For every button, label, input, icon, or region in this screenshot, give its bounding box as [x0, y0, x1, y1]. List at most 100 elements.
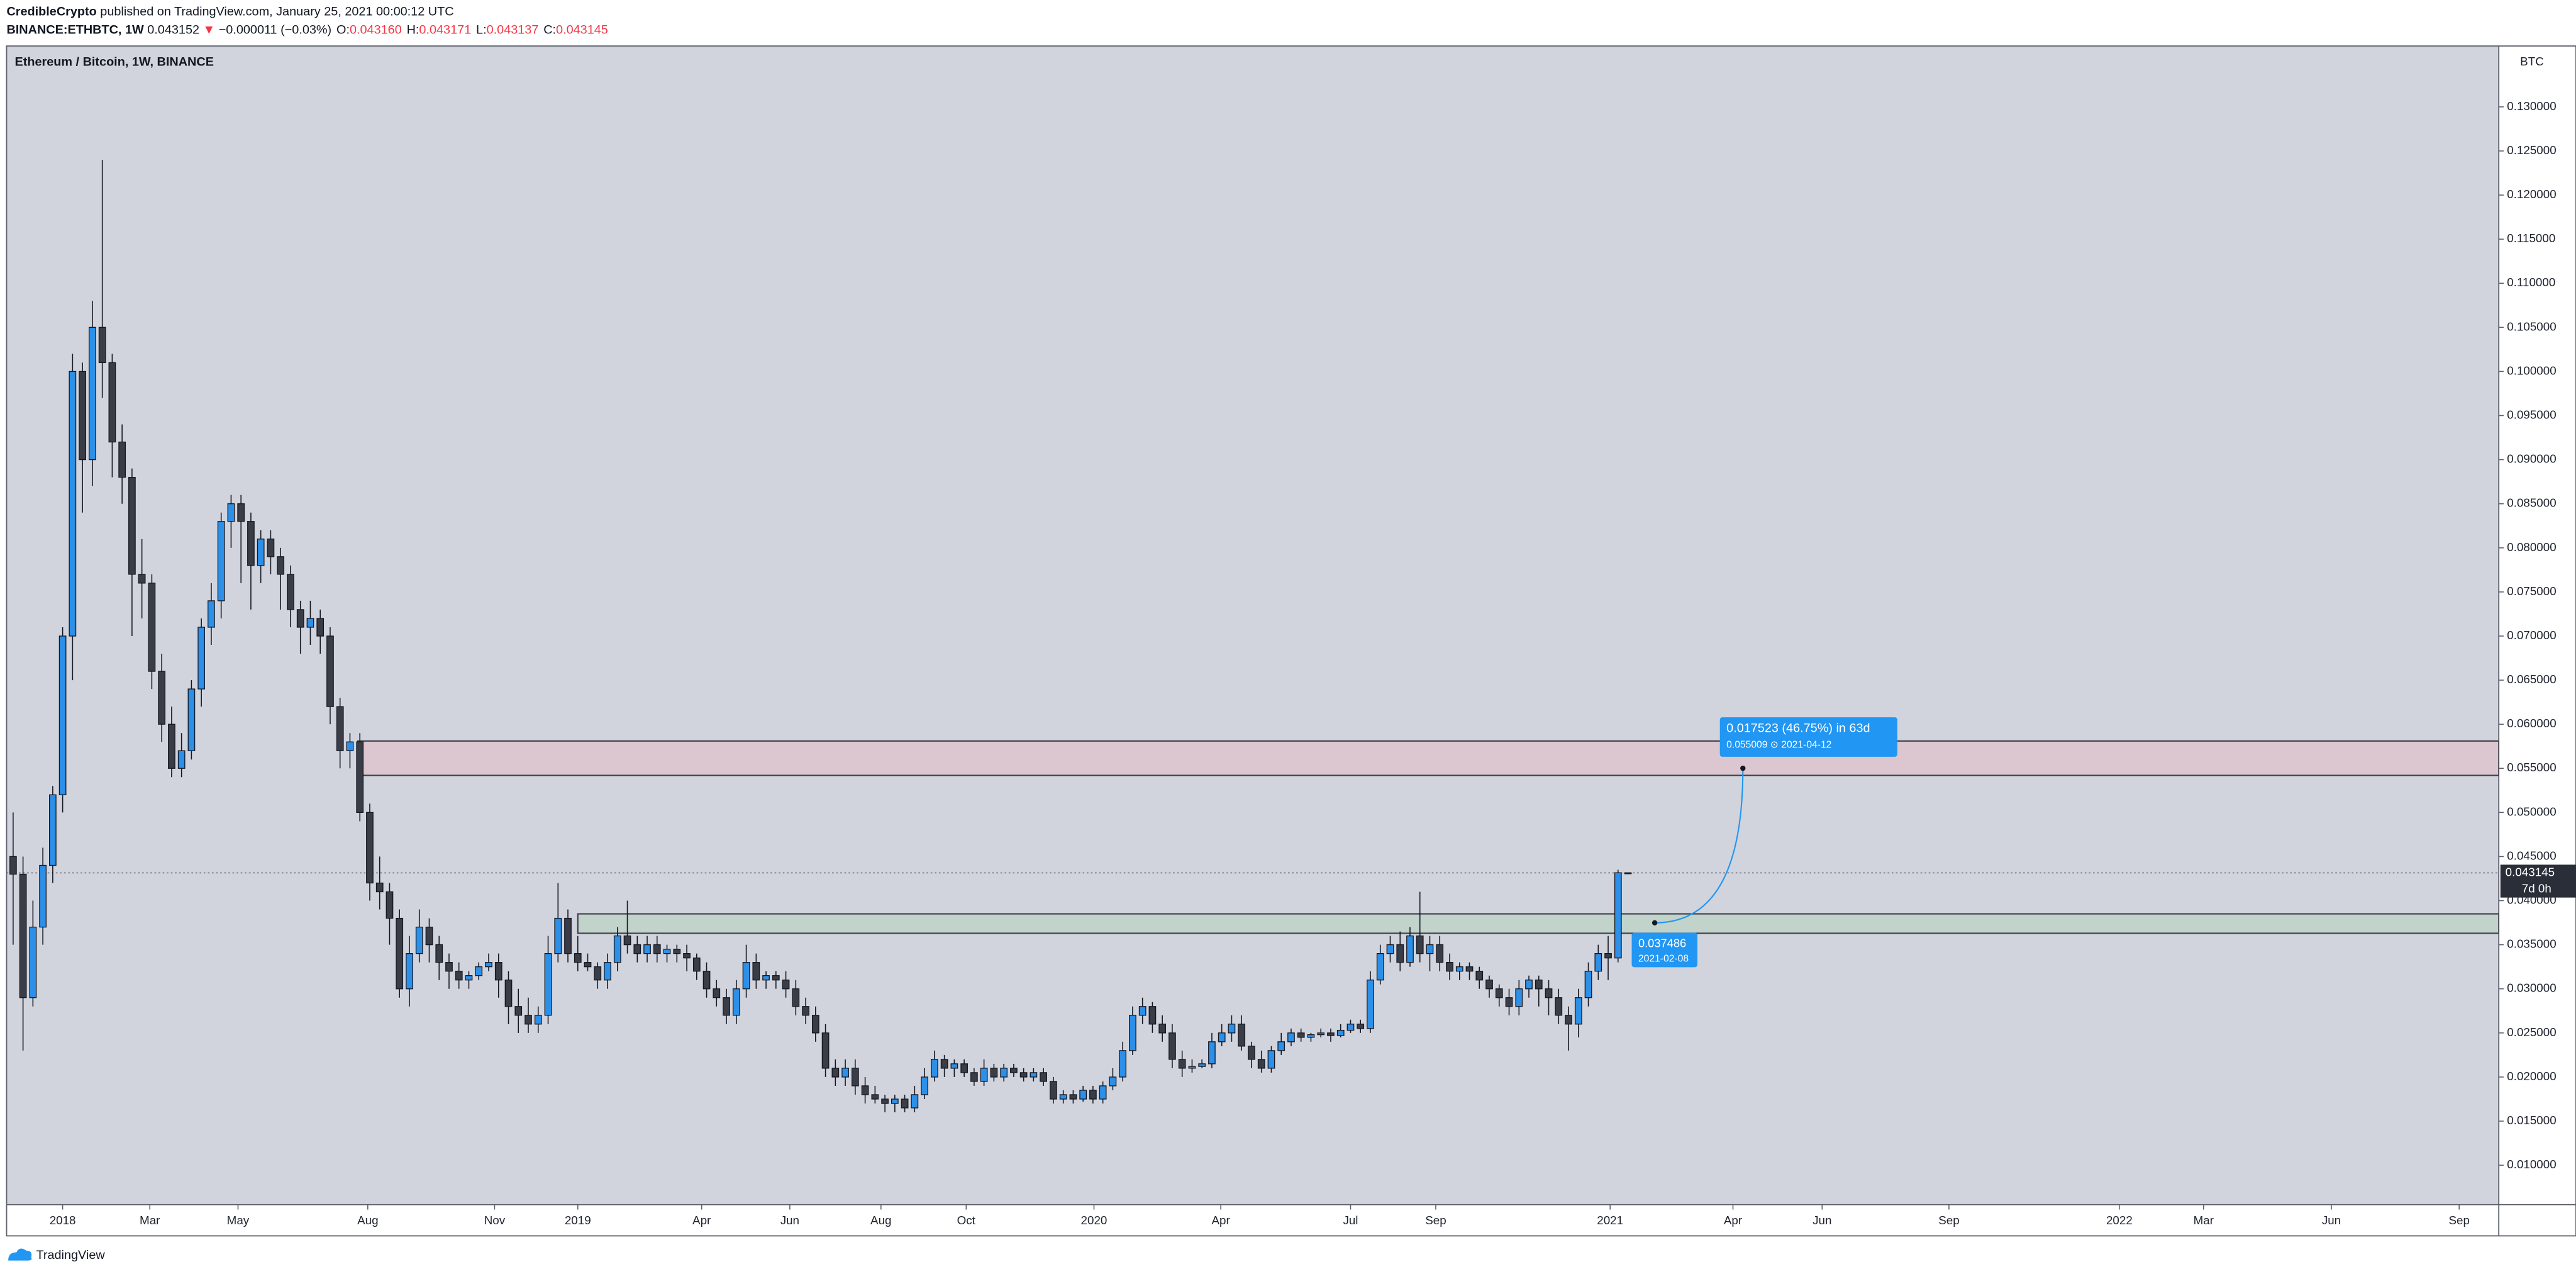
candle-body: [346, 741, 354, 751]
quote: 0.043152: [147, 23, 199, 37]
candle-body: [1624, 872, 1632, 874]
candle-body: [217, 521, 225, 601]
candle-body: [158, 671, 166, 725]
x-tick-label: Sep: [1938, 1214, 1959, 1227]
candle-body: [1297, 1032, 1305, 1038]
candle-body: [98, 327, 106, 364]
ohlc-value: 0.043145: [556, 23, 608, 37]
candle-body: [1257, 1059, 1265, 1069]
candle-body: [1485, 980, 1493, 990]
plot-area: [6, 46, 2499, 1205]
candle-body: [673, 948, 681, 954]
candle-body: [1357, 1024, 1365, 1029]
y-tick-label: 0.080000: [2507, 540, 2556, 554]
candle-body: [494, 962, 502, 981]
candle-body: [208, 600, 215, 628]
y-tick-label: 0.010000: [2507, 1158, 2556, 1171]
ohlc-label: C:: [543, 23, 556, 37]
candle-body: [79, 371, 86, 461]
candle-body: [306, 618, 314, 628]
chart-title: Ethereum / Bitcoin, 1W, BINANCE: [15, 55, 214, 69]
candle-body: [118, 441, 126, 478]
candle-body: [1336, 1029, 1345, 1036]
candle-body: [1188, 1066, 1196, 1069]
candle-body: [455, 971, 463, 981]
plot: [6, 159, 2499, 1112]
candle-body: [1228, 1024, 1236, 1034]
countdown-label: 7d 0h: [2522, 882, 2551, 895]
candle-body: [990, 1068, 998, 1078]
x-tick-label: Apr: [1724, 1214, 1742, 1227]
candle-body: [702, 971, 711, 990]
measure-sublabel: 0.055009 ⊙ 2021-04-12: [1726, 740, 1831, 751]
candle-body: [89, 327, 96, 461]
candle-body: [49, 794, 57, 866]
header-line: CredibleCrypto published on TradingView.…: [6, 5, 453, 19]
candle-body: [821, 1032, 830, 1069]
x-tick-label: Mar: [140, 1214, 160, 1227]
x-tick-label: 2019: [565, 1214, 591, 1227]
x-tick-label: Jun: [1813, 1214, 1831, 1227]
y-tick-label: 0.090000: [2507, 452, 2556, 466]
candle-body: [1267, 1050, 1275, 1069]
candle-body: [1545, 988, 1553, 998]
candle-body: [881, 1098, 889, 1104]
candle-body: [396, 917, 404, 990]
candle-body: [525, 1015, 532, 1025]
candle-body: [633, 944, 641, 954]
candle-body: [1198, 1063, 1206, 1067]
candle-body: [901, 1098, 909, 1109]
candle-body: [891, 1098, 899, 1104]
candle-body: [1307, 1034, 1315, 1038]
candle-body: [574, 953, 582, 963]
candle-body: [39, 864, 47, 928]
candle-body: [1475, 971, 1484, 981]
candle-body: [970, 1072, 978, 1082]
candle-body: [277, 556, 285, 575]
y-tick-label: 0.115000: [2507, 232, 2555, 245]
candle-body: [802, 1006, 809, 1016]
candle-body: [663, 948, 671, 954]
candle-body: [168, 724, 175, 769]
x-tick-label: Apr: [1211, 1214, 1230, 1227]
candle-body: [1426, 944, 1434, 954]
direction: ▼: [203, 23, 216, 37]
candle-body: [713, 988, 721, 998]
x-tick-label: Apr: [692, 1214, 711, 1227]
candle-body: [683, 953, 691, 959]
x-tick-label: Oct: [957, 1214, 976, 1227]
candle-body: [1346, 1024, 1355, 1031]
x-tick-label: Aug: [357, 1214, 378, 1227]
candle-body: [1574, 997, 1582, 1025]
candle-body: [406, 953, 413, 990]
candle-body: [1584, 971, 1592, 998]
candle-body: [811, 1015, 819, 1034]
start-price: 0.037486: [1638, 937, 1686, 950]
ohlc-value: 0.043160: [350, 23, 402, 37]
candle-body: [1495, 988, 1503, 998]
x-tick-label: Jun: [2322, 1214, 2341, 1227]
candle-body: [316, 618, 325, 637]
candle-body: [475, 966, 483, 976]
candle-body: [138, 574, 146, 584]
candle-body: [187, 688, 196, 751]
candle-body: [296, 609, 304, 628]
candle-body: [1208, 1041, 1216, 1064]
candle-body: [415, 926, 423, 954]
candle-body: [980, 1068, 988, 1082]
candle-body: [435, 944, 443, 963]
y-tick-label: 0.055000: [2507, 761, 2556, 774]
y-tick-label: 0.025000: [2507, 1025, 2556, 1039]
candle-body: [950, 1063, 958, 1069]
candle-body: [960, 1063, 968, 1073]
candle-body: [197, 627, 206, 690]
candle-body: [227, 503, 235, 522]
x-tick-label: 2022: [2106, 1214, 2133, 1227]
candle-body: [871, 1094, 879, 1100]
candle-body: [366, 812, 374, 884]
candle-body: [247, 521, 255, 566]
y-tick-label: 0.020000: [2507, 1070, 2556, 1083]
candle-body: [1287, 1032, 1295, 1042]
ohlc: O:0.043160 H:0.043171 L:0.043137 C:0.043145: [336, 23, 608, 37]
candle-body: [732, 988, 740, 1016]
